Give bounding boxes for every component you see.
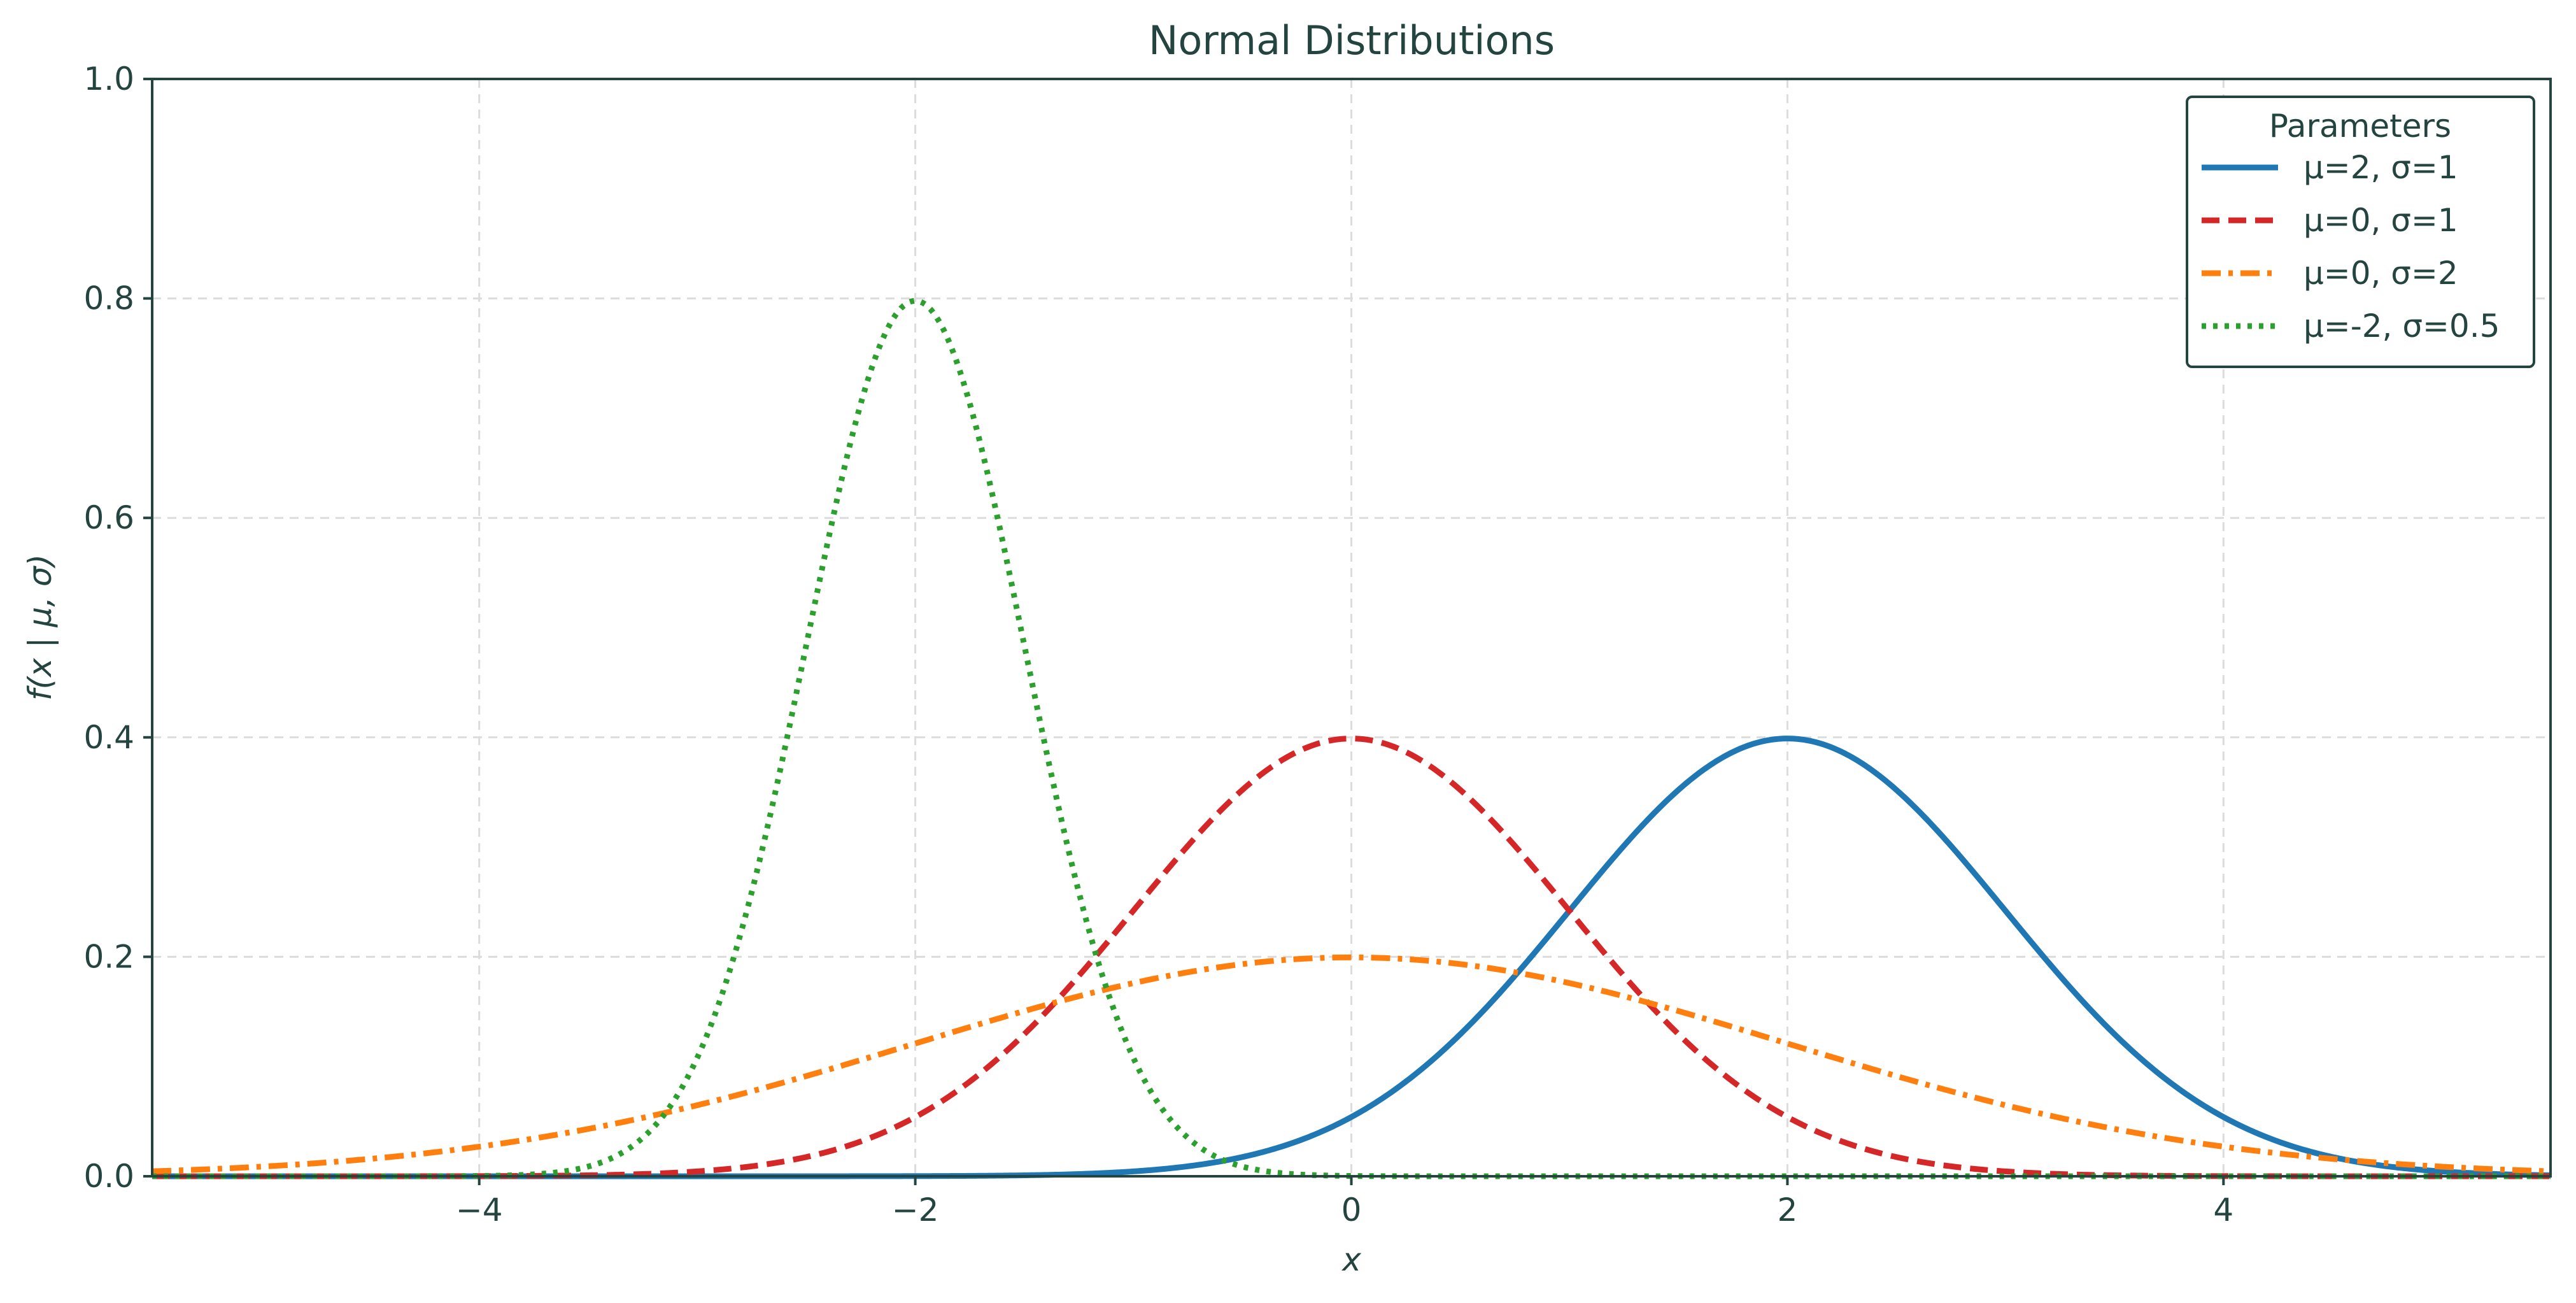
chart-title: Normal Distributions xyxy=(1149,17,1555,64)
legend-label-4: μ=-2, σ=0.5 xyxy=(2304,308,2500,345)
y-tick-label: 0.0 xyxy=(83,1158,134,1195)
legend-label-3: μ=0, σ=2 xyxy=(2304,255,2458,292)
x-axis-title: x xyxy=(1341,1241,1361,1278)
legend-label-1: μ=2, σ=1 xyxy=(2304,149,2458,186)
x-tick-label: 4 xyxy=(2213,1192,2233,1228)
y-tick-label: 0.6 xyxy=(83,499,134,536)
y-tick-label: 1.0 xyxy=(83,61,134,97)
series-line-3 xyxy=(152,954,2551,1174)
legend-title: Parameters xyxy=(2269,108,2451,145)
y-tick-label: 0.8 xyxy=(83,280,134,317)
ticks: −4 −2 0 2 4 0.0 0.2 0.4 0.6 0.8 1.0 xyxy=(83,61,2233,1228)
x-tick-label: 2 xyxy=(1778,1192,1798,1228)
y-tick-label: 0.4 xyxy=(83,719,134,756)
legend-box xyxy=(2186,96,2535,368)
y-axis-title: f(x | μ, σ) xyxy=(22,554,59,701)
x-tick-label: 0 xyxy=(1341,1192,1362,1228)
legend-label-2: μ=0, σ=1 xyxy=(2304,202,2458,239)
grid xyxy=(152,79,2551,1176)
legend-items: μ=2, σ=1 μ=0, σ=1 μ=0, σ=2 μ=-2, σ=0.5 xyxy=(2202,149,2500,345)
x-tick-label: −2 xyxy=(892,1192,939,1228)
y-tick-label: 0.2 xyxy=(83,938,134,975)
legend: Parameters μ=2, σ=1 μ=0, σ=1 μ=0, σ=2 μ=-2,… xyxy=(2186,96,2535,368)
x-tick-label: −4 xyxy=(456,1192,503,1228)
